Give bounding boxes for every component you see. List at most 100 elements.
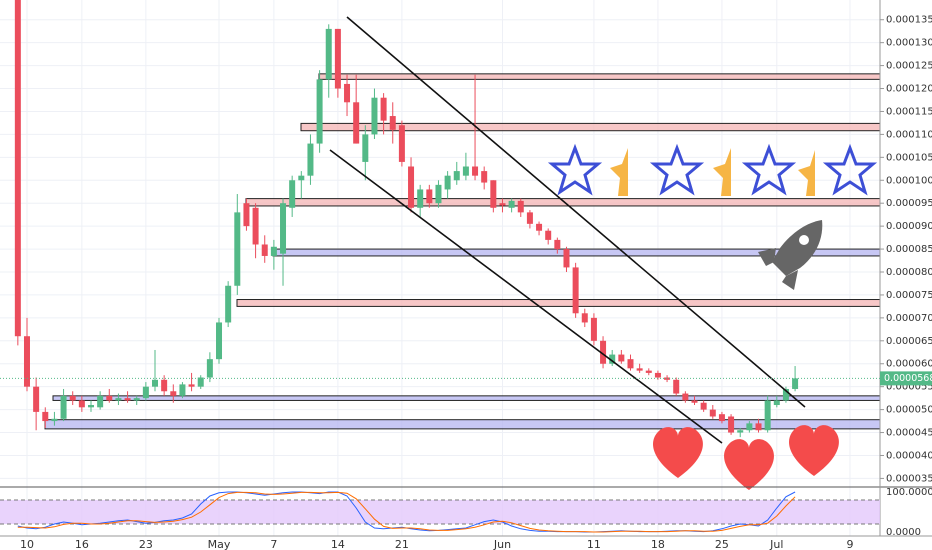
zone <box>236 299 880 307</box>
candle-body <box>298 175 305 181</box>
candle-body <box>289 180 296 208</box>
candle-body <box>737 430 744 433</box>
channel <box>329 16 806 444</box>
candle-body <box>554 239 561 250</box>
star <box>741 143 797 196</box>
candle-body <box>782 388 789 401</box>
last-price-box <box>880 371 932 386</box>
candle-body <box>124 398 131 401</box>
heart <box>653 427 703 478</box>
candle-body <box>581 313 588 323</box>
zone <box>318 73 880 80</box>
candle-body <box>142 386 149 399</box>
y-tick-label: 0.00003500 <box>886 473 932 484</box>
candle-body <box>563 249 570 268</box>
candle-body <box>700 402 707 410</box>
x-tick-label: 9 <box>846 538 853 550</box>
candle-body <box>78 400 85 408</box>
x-tick-label: 10 <box>20 538 34 550</box>
candle-body <box>408 166 415 208</box>
stoch-panel: 100.0000 0.0000 <box>0 487 932 538</box>
candle-body <box>270 246 277 256</box>
candle-body <box>325 28 332 80</box>
candle-body <box>243 203 250 227</box>
stoch-tick-label: 0.0000 <box>886 527 921 538</box>
candle-body <box>69 395 76 401</box>
rocket <box>758 220 823 290</box>
candle-body <box>508 200 515 208</box>
candle-body <box>472 166 479 176</box>
candle-body <box>389 116 396 130</box>
half-star <box>798 150 815 196</box>
candle-body <box>371 97 378 135</box>
candle-body <box>453 171 460 181</box>
zone <box>300 122 880 132</box>
candle-body <box>590 317 597 341</box>
y-tick-label: 0.00011500 <box>886 106 932 117</box>
stoch-band <box>0 500 880 524</box>
candle-body <box>664 377 671 380</box>
x-tick-label: 21 <box>395 538 409 550</box>
x-tick-label: Jun <box>493 538 511 550</box>
zone <box>52 395 880 401</box>
candle-body <box>206 359 213 378</box>
y-tick-label: 0.00012000 <box>886 84 932 95</box>
candle-body <box>682 393 689 401</box>
candle-body <box>179 384 186 396</box>
candle-body <box>261 244 268 256</box>
candle-body <box>636 368 643 371</box>
y-tick-label: 0.00010000 <box>886 175 932 186</box>
candle-body <box>609 354 616 364</box>
rocket-fin <box>782 270 798 290</box>
y-tick-label: 0.00009000 <box>886 221 932 232</box>
y-tick-label: 0.00013000 <box>886 38 932 49</box>
candle-body <box>252 207 259 245</box>
y-tick-label: 0.00012500 <box>886 61 932 72</box>
y-tick-label: 0.00007500 <box>886 290 932 301</box>
candle-body <box>42 411 49 422</box>
candle-body <box>490 180 497 208</box>
candle-body <box>526 212 533 224</box>
star <box>547 143 603 196</box>
candle-body <box>755 423 762 431</box>
x-tick-label: 25 <box>715 538 729 550</box>
heart <box>724 439 774 490</box>
star <box>822 143 878 196</box>
candle-body <box>33 386 40 412</box>
stars <box>547 143 878 196</box>
candle-body <box>133 398 140 401</box>
rocket-body <box>772 220 823 276</box>
candle-body <box>51 418 58 422</box>
rocket-window <box>799 235 809 245</box>
candle-body <box>517 200 524 213</box>
trend-line <box>329 149 723 444</box>
y-tick-label: 0.00013500 <box>886 15 932 26</box>
y-tick-label: 0.00009500 <box>886 198 932 209</box>
candle-body <box>87 405 94 408</box>
candle-body <box>764 400 771 431</box>
candle-body <box>718 414 725 422</box>
candle-body <box>14 0 21 337</box>
hearts <box>653 425 839 490</box>
labels: 0.00003500 0.00004000 0.00004500 0.00005000… <box>0 15 932 550</box>
candle-body <box>60 395 67 419</box>
candle-body <box>618 354 625 362</box>
candle-body <box>106 395 113 401</box>
candle-body <box>152 379 159 387</box>
candle-body <box>417 189 424 208</box>
candle-body <box>728 416 735 433</box>
y-tick-label: 0.00008500 <box>886 244 932 255</box>
candle-body <box>572 267 579 314</box>
heart <box>789 425 839 476</box>
candle-body <box>97 395 104 408</box>
half-star <box>713 148 731 196</box>
candle-body <box>536 223 543 231</box>
candle-body <box>654 372 661 378</box>
half-star <box>610 148 628 196</box>
y-tick-label: 0.00004500 <box>886 428 932 439</box>
candle-body <box>188 384 195 387</box>
x-tick-label: 18 <box>651 538 665 550</box>
candle-body <box>673 379 680 394</box>
x-tick-label: May <box>208 538 231 550</box>
x-tick-label: 7 <box>270 538 277 550</box>
